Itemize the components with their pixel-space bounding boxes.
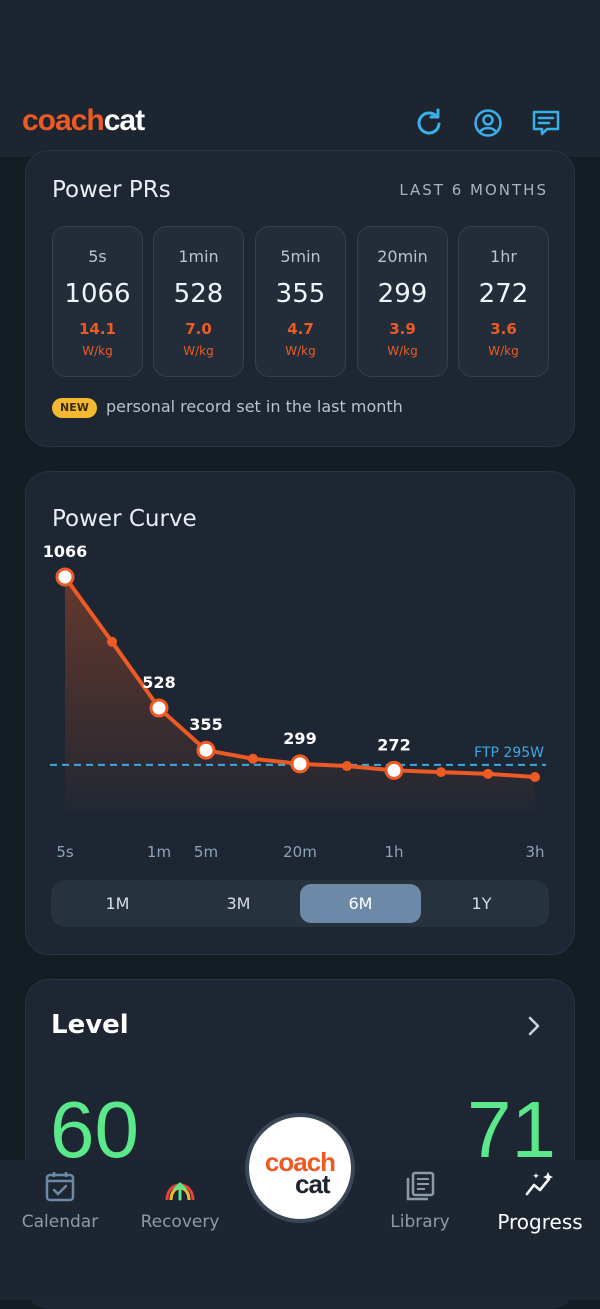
pr-wkg: 7.0	[185, 320, 212, 338]
curve-point-pr	[55, 567, 75, 587]
profile-icon[interactable]	[473, 108, 503, 138]
pr-watts: 1066	[64, 279, 131, 309]
level-current-value: 60	[50, 1085, 139, 1174]
nav-recovery[interactable]: Recovery	[120, 1170, 240, 1232]
nav-progress[interactable]: Progress	[480, 1170, 600, 1234]
curve-point	[436, 767, 446, 778]
curve-point	[248, 753, 258, 764]
pr-unit: W/kg	[183, 344, 214, 358]
curve-point	[483, 768, 493, 779]
coachcat-logo: coachcat	[22, 104, 145, 137]
level-target-value: 71	[467, 1085, 556, 1174]
curve-point	[530, 772, 540, 782]
power-prs-card: Power PRs LAST 6 MONTHS 5s 1066 14.1 W/k…	[25, 150, 575, 447]
nav-recovery-label: Recovery	[140, 1212, 220, 1232]
chevron-right-icon[interactable]	[524, 1014, 544, 1038]
pr-box-1min[interactable]: 1min 528 7.0 W/kg	[153, 226, 244, 377]
center-logo-cat: cat	[295, 1169, 331, 1199]
x-tick-label: 5s	[56, 843, 74, 861]
nav-calendar-label: Calendar	[21, 1212, 99, 1232]
data-label: 528	[142, 673, 175, 692]
pr-watts: 528	[173, 279, 224, 309]
range-1m-button[interactable]: 1M	[105, 894, 130, 913]
data-label: 272	[377, 735, 410, 754]
level-title: Level	[51, 1010, 129, 1040]
pr-box-5min[interactable]: 5min 355 4.7 W/kg	[255, 226, 346, 377]
nav-library-label: Library	[390, 1212, 450, 1232]
progress-icon	[525, 1172, 553, 1196]
power-prs-title: Power PRs	[52, 177, 171, 203]
pr-unit: W/kg	[387, 344, 418, 358]
power-curve-title: Power Curve	[52, 506, 197, 532]
refresh-icon[interactable]	[414, 108, 444, 138]
top-bar: coachcat	[0, 0, 600, 157]
data-label: 355	[189, 715, 222, 734]
pr-wkg: 4.7	[287, 320, 314, 338]
range-selector: 1M 3M 6M 1Y	[51, 880, 549, 927]
range-3m-button[interactable]: 3M	[226, 894, 251, 913]
x-tick-label: 20m	[283, 843, 317, 861]
chat-icon[interactable]	[531, 108, 561, 138]
x-tick-label: 1m	[147, 843, 171, 861]
nav-progress-label: Progress	[497, 1210, 583, 1234]
pr-unit: W/kg	[488, 344, 519, 358]
recovery-icon	[165, 1182, 195, 1201]
pr-duration: 5s	[88, 247, 107, 266]
curve-point-pr	[290, 754, 310, 774]
x-tick-label: 5m	[194, 843, 218, 861]
ftp-label: FTP 295W	[474, 745, 544, 761]
nav-calendar[interactable]: Calendar	[0, 1170, 120, 1232]
x-tick-label: 3h	[525, 843, 544, 861]
curve-area	[65, 577, 535, 812]
pr-unit: W/kg	[82, 344, 113, 358]
power-prs-range: LAST 6 MONTHS	[399, 181, 548, 199]
range-1y-button[interactable]: 1Y	[471, 894, 492, 913]
calendar-icon	[45, 1172, 75, 1202]
pr-wkg: 14.1	[78, 320, 116, 338]
pr-duration: 1min	[178, 247, 219, 266]
pr-box-1hr[interactable]: 1hr 272 3.6 W/kg	[458, 226, 549, 377]
pr-watts: 272	[478, 279, 529, 309]
pr-watts: 299	[377, 279, 428, 309]
center-logo-coach: coach	[264, 1147, 336, 1177]
pr-duration: 5min	[280, 247, 321, 266]
pr-watts: 355	[275, 279, 326, 309]
nav-library[interactable]: Library	[360, 1170, 480, 1232]
data-label: 1066	[43, 542, 88, 561]
pr-box-20min[interactable]: 20min 299 3.9 W/kg	[357, 226, 448, 377]
pr-duration: 1hr	[490, 247, 517, 266]
curve-point-pr	[196, 740, 216, 760]
curve-point-pr	[149, 698, 169, 718]
data-label: 299	[283, 729, 316, 748]
range-6m-button[interactable]: 6M	[300, 884, 421, 923]
pr-box-5s[interactable]: 5s 1066 14.1 W/kg	[52, 226, 143, 377]
pr-wkg: 3.9	[389, 320, 416, 338]
curve-point	[342, 761, 352, 772]
pr-unit: W/kg	[285, 344, 316, 358]
new-badge: NEW	[52, 398, 97, 418]
pr-duration: 20min	[377, 247, 428, 266]
power-curve-card: Power Curve FTP 295W 1066 528 355 299 272 5s 1m…	[25, 471, 575, 955]
coachcat-center-button[interactable]: coach cat	[245, 1113, 355, 1223]
x-tick-label: 1h	[384, 843, 403, 861]
curve-point-pr	[384, 760, 404, 780]
new-badge-description: personal record set in the last month	[106, 397, 403, 416]
pr-wkg: 3.6	[490, 320, 517, 338]
power-curve-chart: FTP 295W 1066 528 355 299 272 5s 1m 5m 20m 1h 3h	[43, 542, 546, 861]
library-icon	[406, 1171, 435, 1201]
curve-point	[107, 636, 117, 647]
